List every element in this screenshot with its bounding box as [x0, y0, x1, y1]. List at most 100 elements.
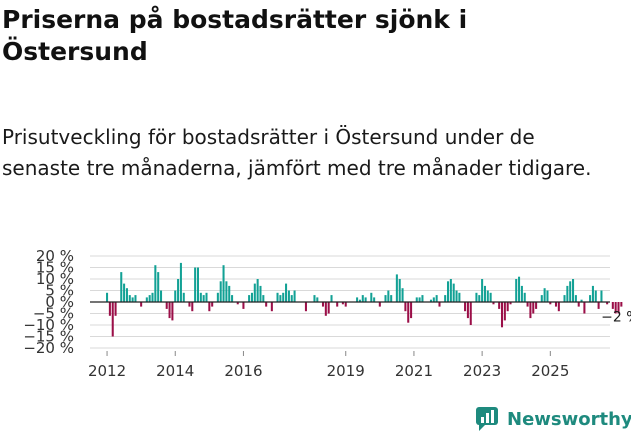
bar	[225, 281, 228, 302]
bar	[404, 302, 407, 312]
y-tick-label: 10 %	[36, 270, 74, 288]
bar	[148, 295, 151, 302]
bar	[563, 295, 566, 302]
bar	[205, 292, 208, 302]
x-tick-label: 2025	[531, 362, 569, 380]
bar	[253, 283, 256, 302]
x-tick-label: 2014	[156, 362, 194, 380]
x-tick-label: 2016	[224, 362, 262, 380]
bar	[108, 302, 111, 316]
bar	[279, 295, 282, 302]
bar	[421, 295, 424, 302]
gridlines	[90, 255, 610, 349]
bar	[361, 295, 364, 302]
bar	[606, 302, 609, 305]
bar	[549, 302, 552, 305]
bar-chart: 20 %15 %10 %5 %0 %−5 %−10 %−15 %−20 % 20…	[23, 247, 631, 380]
bar	[259, 285, 262, 302]
bar	[532, 302, 535, 314]
bar	[543, 288, 546, 302]
bar	[574, 295, 577, 302]
bar	[572, 279, 575, 302]
bar	[242, 302, 245, 309]
bar	[489, 292, 492, 302]
bar	[410, 302, 413, 319]
bar	[500, 302, 504, 328]
bar	[211, 302, 214, 307]
bar	[140, 302, 143, 307]
bar	[188, 302, 191, 307]
bar	[506, 302, 509, 312]
bar	[469, 302, 472, 325]
y-axis: 20 %15 %10 %5 %0 %−5 %−10 %−15 %−20 %	[23, 247, 74, 357]
x-tick-label: 2021	[395, 362, 433, 380]
bar	[356, 297, 359, 302]
bar	[464, 302, 467, 312]
bar	[529, 302, 532, 319]
x-tick-label: 2023	[463, 362, 501, 380]
bar	[535, 302, 538, 309]
bar	[540, 295, 543, 302]
bar	[503, 302, 506, 321]
x-tick-label: 2019	[327, 362, 365, 380]
bar	[313, 295, 316, 302]
bar	[270, 302, 273, 312]
bar	[481, 279, 484, 302]
bar	[580, 299, 583, 302]
bar	[285, 283, 288, 302]
bar	[452, 283, 455, 302]
bar	[151, 292, 154, 302]
y-tick-label: 0 %	[45, 293, 74, 311]
bar	[384, 295, 387, 302]
bar	[134, 295, 137, 302]
bar	[231, 295, 234, 302]
bar	[518, 276, 521, 302]
bar	[446, 281, 450, 302]
bar	[196, 267, 199, 302]
bar	[316, 297, 319, 302]
bar	[304, 302, 307, 312]
bar	[327, 302, 330, 314]
bar	[321, 302, 325, 307]
bar	[591, 285, 594, 302]
bar	[222, 265, 225, 302]
bar	[401, 288, 404, 302]
bar	[228, 285, 231, 302]
bar	[466, 302, 469, 319]
bar	[554, 302, 558, 307]
chart-subtitle: Prisutveckling för bostadsrätter i Öster…	[2, 125, 592, 180]
bar	[498, 302, 501, 309]
bar	[526, 302, 529, 307]
bar	[287, 290, 290, 302]
bar	[597, 302, 600, 309]
bar	[177, 279, 180, 302]
bar	[282, 292, 285, 302]
bar	[160, 290, 163, 302]
bar	[418, 297, 421, 302]
bar	[358, 299, 361, 302]
bar	[387, 290, 390, 302]
y-tick-label: 5 %	[45, 282, 74, 300]
bar	[455, 290, 458, 302]
last-value-annotation: −2 %	[601, 310, 631, 326]
bar	[114, 302, 117, 316]
bar	[546, 290, 549, 302]
bar	[458, 292, 461, 302]
bar	[216, 292, 219, 302]
bar	[617, 302, 620, 314]
bar	[611, 302, 614, 309]
bar	[248, 295, 251, 302]
bar	[620, 302, 623, 307]
bar	[444, 295, 447, 302]
bar	[483, 285, 486, 302]
bar	[194, 267, 197, 302]
bar	[336, 302, 339, 307]
y-tick-label: −20 %	[23, 339, 74, 357]
bar	[111, 302, 114, 337]
bar	[165, 302, 168, 309]
bar	[373, 297, 376, 302]
bar	[415, 297, 418, 302]
bar	[276, 292, 279, 302]
bar	[157, 272, 160, 302]
bar	[168, 302, 171, 319]
